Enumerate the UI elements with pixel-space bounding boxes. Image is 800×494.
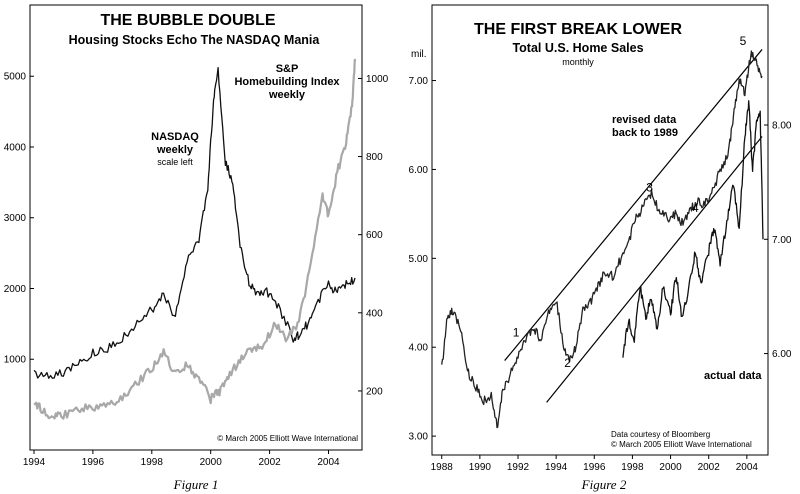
series-line-2	[622, 100, 764, 358]
x-tick-label: 2000	[200, 457, 223, 468]
y-left-tick-label: 1000	[4, 355, 27, 366]
chart-2-actual-label: actual data	[704, 370, 762, 382]
channel-line-2	[546, 136, 763, 403]
chart-2-unit-label: mil.	[411, 49, 427, 60]
y-left-tick-label: 3000	[4, 213, 27, 224]
figure-1-caption: Figure 1	[173, 477, 219, 492]
wave-label-3: 3	[646, 181, 653, 195]
x-tick-label: 2002	[698, 462, 721, 473]
x-tick-label: 2004	[317, 457, 340, 468]
x-tick-label: 1998	[621, 462, 644, 473]
chart-2-revised-label-2: back to 1989	[612, 127, 678, 139]
chart-1-frame	[29, 4, 363, 451]
x-tick-label: 1994	[23, 457, 46, 468]
chart-2-frequency: monthly	[562, 57, 594, 67]
y-right-tick-label: 400	[366, 308, 383, 319]
y-right-tick-label: 7.00	[772, 235, 792, 246]
chart-2-subtitle: Total U.S. Home Sales	[512, 41, 643, 55]
y-left-tick-label: 3.00	[409, 432, 429, 443]
y-right-tick-label: 8.00	[772, 121, 792, 132]
chart-1-series	[33, 58, 357, 420]
chart-1-y-axis-right: 200 400 600 800 1000	[358, 74, 389, 397]
chart-1-y-axis-left: 1000 2000 3000 4000 5000	[4, 72, 34, 366]
x-tick-label: 2004	[736, 462, 759, 473]
x-tick-label: 2000	[659, 462, 682, 473]
y-left-tick-label: 6.00	[409, 165, 429, 176]
y-right-tick-label: 800	[366, 152, 383, 163]
x-tick-label: 1996	[583, 462, 606, 473]
wave-label-1: 1	[513, 326, 520, 340]
wave-label-4: 4	[692, 201, 699, 215]
chart-1-sp-label-2: Homebuilding Index	[234, 76, 340, 88]
series-line-1	[441, 50, 763, 429]
y-left-tick-label: 2000	[4, 284, 27, 295]
chart-1-sp-freq: weekly	[268, 89, 306, 101]
chart-2-x-axis: 1988 1990 1992 1994 1996 1998 2000 2002 2004	[431, 455, 759, 473]
channel-line-1	[504, 49, 763, 361]
y-left-tick-label: 5000	[4, 72, 27, 83]
chart-2-frame	[431, 4, 769, 456]
x-tick-label: 1990	[469, 462, 492, 473]
y-right-tick-label: 6.00	[772, 349, 792, 360]
chart-2-credit: © March 2005 Elliott Wave International	[611, 440, 752, 449]
chart-2-wave-labels: 1 2 3 4 5	[513, 34, 747, 370]
chart-2-credit-source: Data courtesy of Bloomberg	[611, 430, 710, 439]
chart-2-y-axis-left: 3.00 4.00 5.00 6.00 7.00	[409, 76, 436, 443]
chart-2-series	[441, 50, 764, 429]
series-line-1	[33, 66, 356, 379]
y-left-tick-label: 7.00	[409, 76, 429, 87]
wave-label-5: 5	[740, 34, 747, 48]
y-right-tick-label: 1000	[366, 74, 389, 85]
y-left-tick-label: 5.00	[409, 254, 429, 265]
chart-2-revised-label: revised data	[612, 114, 677, 126]
x-tick-label: 1988	[431, 462, 454, 473]
chart-2-y-axis-right: 6.00 7.00 8.00	[764, 121, 792, 360]
chart-1-x-axis: 1994 1996 1998 2000 2002 2004	[23, 450, 340, 468]
chart-1-title: THE BUBBLE DOUBLE	[100, 12, 275, 29]
x-tick-label: 1998	[141, 457, 164, 468]
chart-2-channel-lines	[504, 49, 763, 403]
y-left-tick-label: 4.00	[409, 343, 429, 354]
y-right-tick-label: 600	[366, 230, 383, 241]
chart-1-credit: © March 2005 Elliott Wave International	[217, 434, 358, 443]
chart-1-sp-label: S&P	[276, 63, 299, 75]
chart-2: THE FIRST BREAK LOWER Total U.S. Home Sa…	[409, 4, 792, 473]
wave-label-2: 2	[564, 356, 571, 370]
chart-1: THE BUBBLE DOUBLE Housing Stocks Echo Th…	[4, 4, 389, 468]
y-right-tick-label: 200	[366, 386, 383, 397]
x-tick-label: 2002	[258, 457, 281, 468]
chart-1-subtitle: Housing Stocks Echo The NASDAQ Mania	[69, 33, 321, 47]
x-tick-label: 1996	[82, 457, 105, 468]
x-tick-label: 1994	[545, 462, 568, 473]
x-tick-label: 1992	[507, 462, 530, 473]
series-line-2	[33, 58, 357, 420]
chart-1-nasdaq-scale: scale left	[157, 157, 193, 167]
figure-2-caption: Figure 2	[581, 477, 627, 492]
chart-1-nasdaq-label: NASDAQ	[151, 131, 199, 143]
chart-1-nasdaq-freq: weekly	[156, 144, 194, 156]
chart-2-title: THE FIRST BREAK LOWER	[474, 21, 682, 38]
y-left-tick-label: 4000	[4, 142, 27, 153]
